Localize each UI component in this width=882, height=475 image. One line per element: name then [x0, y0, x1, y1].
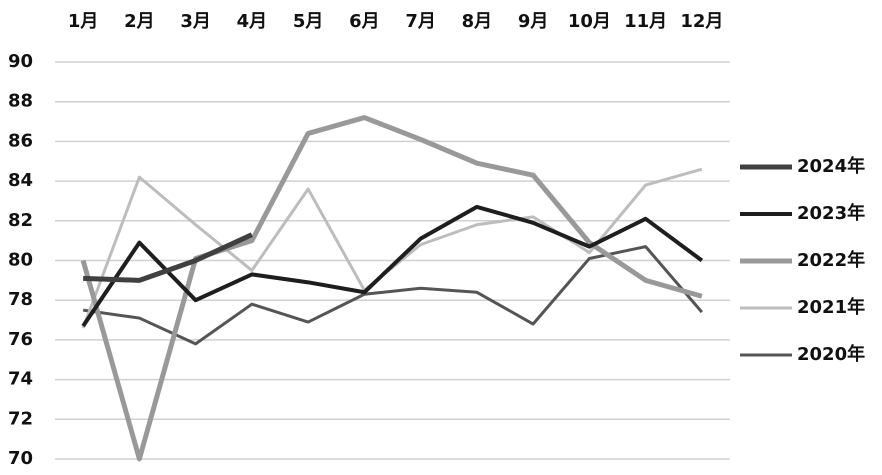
y-tick-label: 90: [8, 51, 33, 72]
x-tick-label: 5月: [293, 11, 324, 32]
legend-label: 2024年: [797, 155, 865, 177]
series-line: [81, 204, 704, 328]
x-tick-label: 11月: [624, 11, 667, 32]
x-tick-label: 10月: [568, 11, 611, 32]
y-tick-label: 76: [8, 329, 33, 350]
y-tick-label: 74: [8, 369, 33, 390]
y-tick-label: 88: [8, 91, 33, 112]
series-line: [81, 167, 703, 329]
x-tick-label: 7月: [405, 11, 436, 32]
y-tick-label: 70: [8, 448, 33, 469]
y-tick-label: 72: [8, 408, 33, 429]
legend-label: 2021年: [797, 296, 865, 318]
y-tick-label: 84: [8, 170, 33, 191]
legend-label: 2023年: [797, 202, 865, 224]
y-tick-label: 78: [8, 289, 33, 310]
x-tick-label: 2月: [124, 11, 155, 32]
series-line: [83, 232, 253, 283]
legend-label: 2022年: [797, 249, 865, 271]
y-tick-label: 80: [8, 250, 33, 271]
series-line: [82, 245, 704, 346]
x-tick-label: 8月: [462, 11, 493, 32]
x-tick-label: 6月: [349, 11, 380, 32]
series-line: [80, 115, 703, 462]
y-tick-label: 86: [8, 130, 33, 151]
x-tick-label: 9月: [518, 11, 549, 32]
x-tick-label: 3月: [180, 11, 211, 32]
legend-label: 2020年: [797, 343, 865, 365]
y-tick-label: 82: [8, 210, 33, 231]
x-tick-label: 12月: [680, 11, 723, 32]
x-tick-label: 1月: [68, 11, 99, 32]
x-tick-label: 4月: [237, 11, 268, 32]
